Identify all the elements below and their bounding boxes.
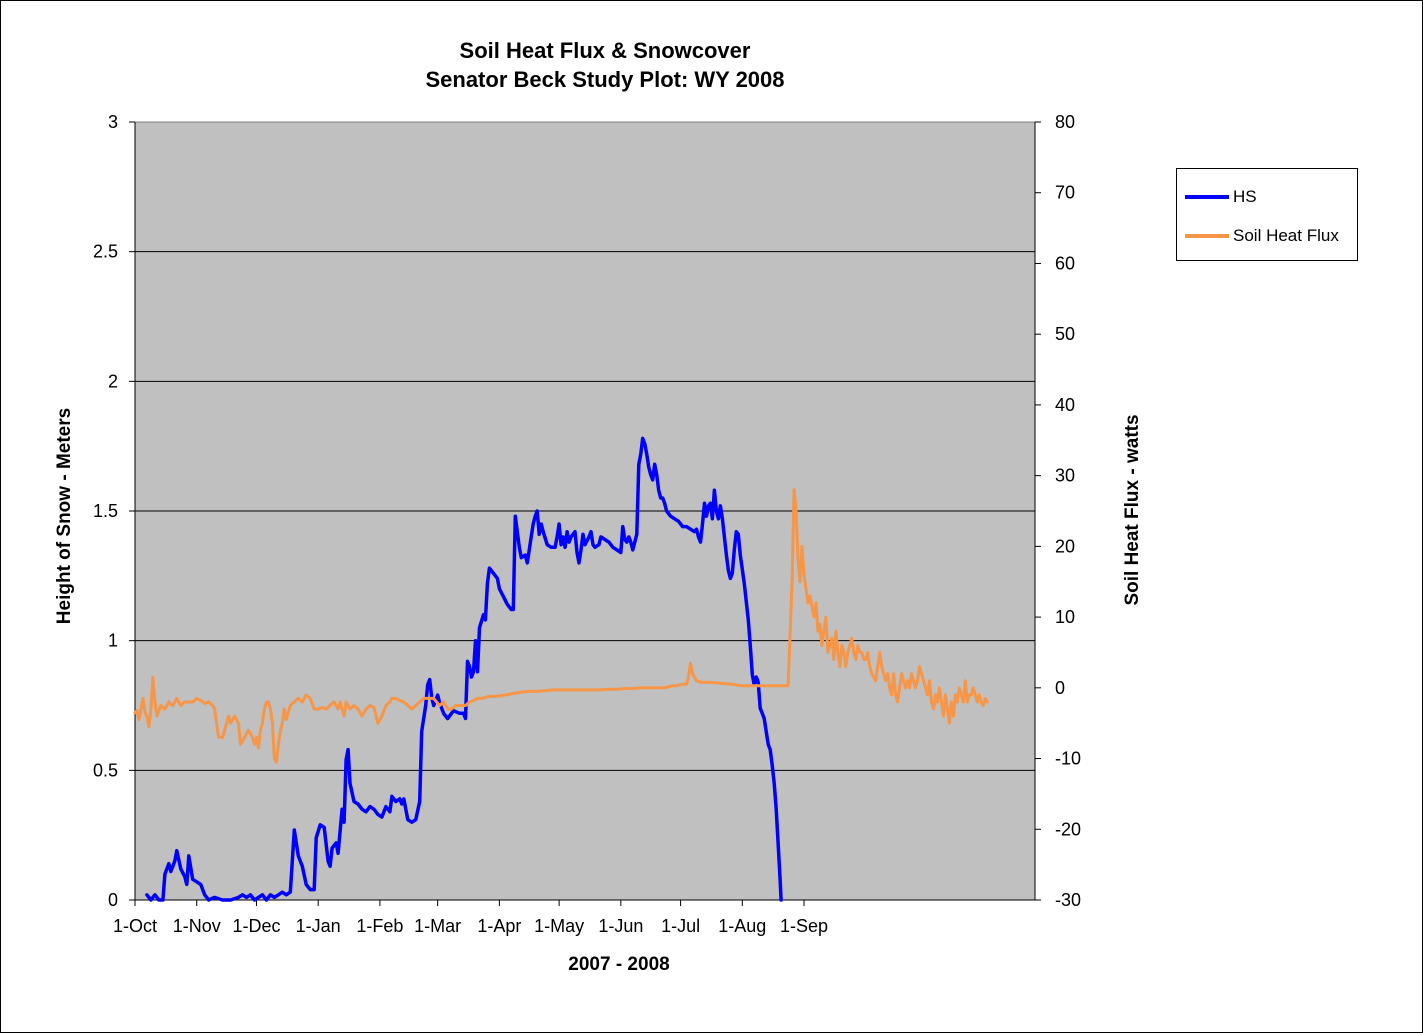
y-left-tick-label: 2.5 [93, 242, 118, 262]
x-tick-label: 1-Apr [477, 916, 521, 936]
legend-item-soil-heat-flux: Soil Heat Flux [1185, 226, 1339, 246]
x-tick-label: 1-Mar [414, 916, 461, 936]
y-right-tick-label: 10 [1055, 607, 1075, 627]
y-right-tick-label: 40 [1055, 395, 1075, 415]
x-tick-label: 1-Dec [232, 916, 280, 936]
series-line-hs [145, 436, 783, 902]
y-left-tick-label: 0.5 [93, 760, 118, 780]
y-right-tick-label: 80 [1055, 112, 1075, 132]
y-right-tick-label: -20 [1055, 819, 1081, 839]
y-right-tick-label: 0 [1055, 678, 1065, 698]
y-right-tick-label: 50 [1055, 324, 1075, 344]
x-tick-label: 1-Oct [113, 916, 157, 936]
y-left-tick-label: 1.5 [93, 501, 118, 521]
y-right-tick-label: -10 [1055, 749, 1081, 769]
y-right-tick-label: 30 [1055, 466, 1075, 486]
x-tick-label: 1-Jul [661, 916, 700, 936]
chart-title: Soil Heat Flux & Snowcover [459, 38, 751, 63]
x-tick-label: 1-Aug [718, 916, 766, 936]
legend: HS Soil Heat Flux [1176, 168, 1358, 261]
y-axis-right-title: Soil Heat Flux - watts [1122, 414, 1143, 605]
y-left-tick-label: 1 [108, 631, 118, 651]
x-tick-label: 1-May [534, 916, 584, 936]
legend-item-hs: HS [1185, 187, 1257, 207]
series-line-soil-heat-flux [133, 488, 989, 764]
tick-labels: 0 0.5 1 1.5 2 2.5 3 -30 -20 -10 0 10 20 30 40 50 60 70 80 1… [93, 112, 1081, 936]
legend-swatch-hs [1185, 195, 1229, 199]
x-tick-label: 1-Sep [780, 916, 828, 936]
x-tick-label: 1-Jun [598, 916, 643, 936]
axes [129, 121, 1041, 906]
legend-label-soil-heat-flux: Soil Heat Flux [1233, 226, 1339, 245]
x-tick-label: 1-Feb [356, 916, 403, 936]
y-axis-left-title: Height of Snow - Meters [54, 408, 75, 624]
chart-subtitle: Senator Beck Study Plot: WY 2008 [425, 67, 785, 92]
y-right-tick-label: 70 [1055, 183, 1075, 203]
series-layer [133, 436, 989, 902]
gridlines [135, 251, 1035, 771]
y-right-tick-label: 60 [1055, 253, 1075, 273]
x-axis-title: 2007 - 2008 [568, 954, 669, 975]
x-tick-label: 1-Nov [173, 916, 221, 936]
y-right-tick-label: -30 [1055, 890, 1081, 910]
y-right-tick-label: 20 [1055, 536, 1075, 556]
legend-swatch-soil-heat-flux [1185, 234, 1229, 238]
x-tick-label: 1-Jan [296, 916, 341, 936]
y-left-tick-label: 2 [108, 371, 118, 391]
y-left-tick-label: 0 [108, 890, 118, 910]
y-left-tick-label: 3 [108, 112, 118, 132]
legend-label-hs: HS [1233, 187, 1257, 206]
